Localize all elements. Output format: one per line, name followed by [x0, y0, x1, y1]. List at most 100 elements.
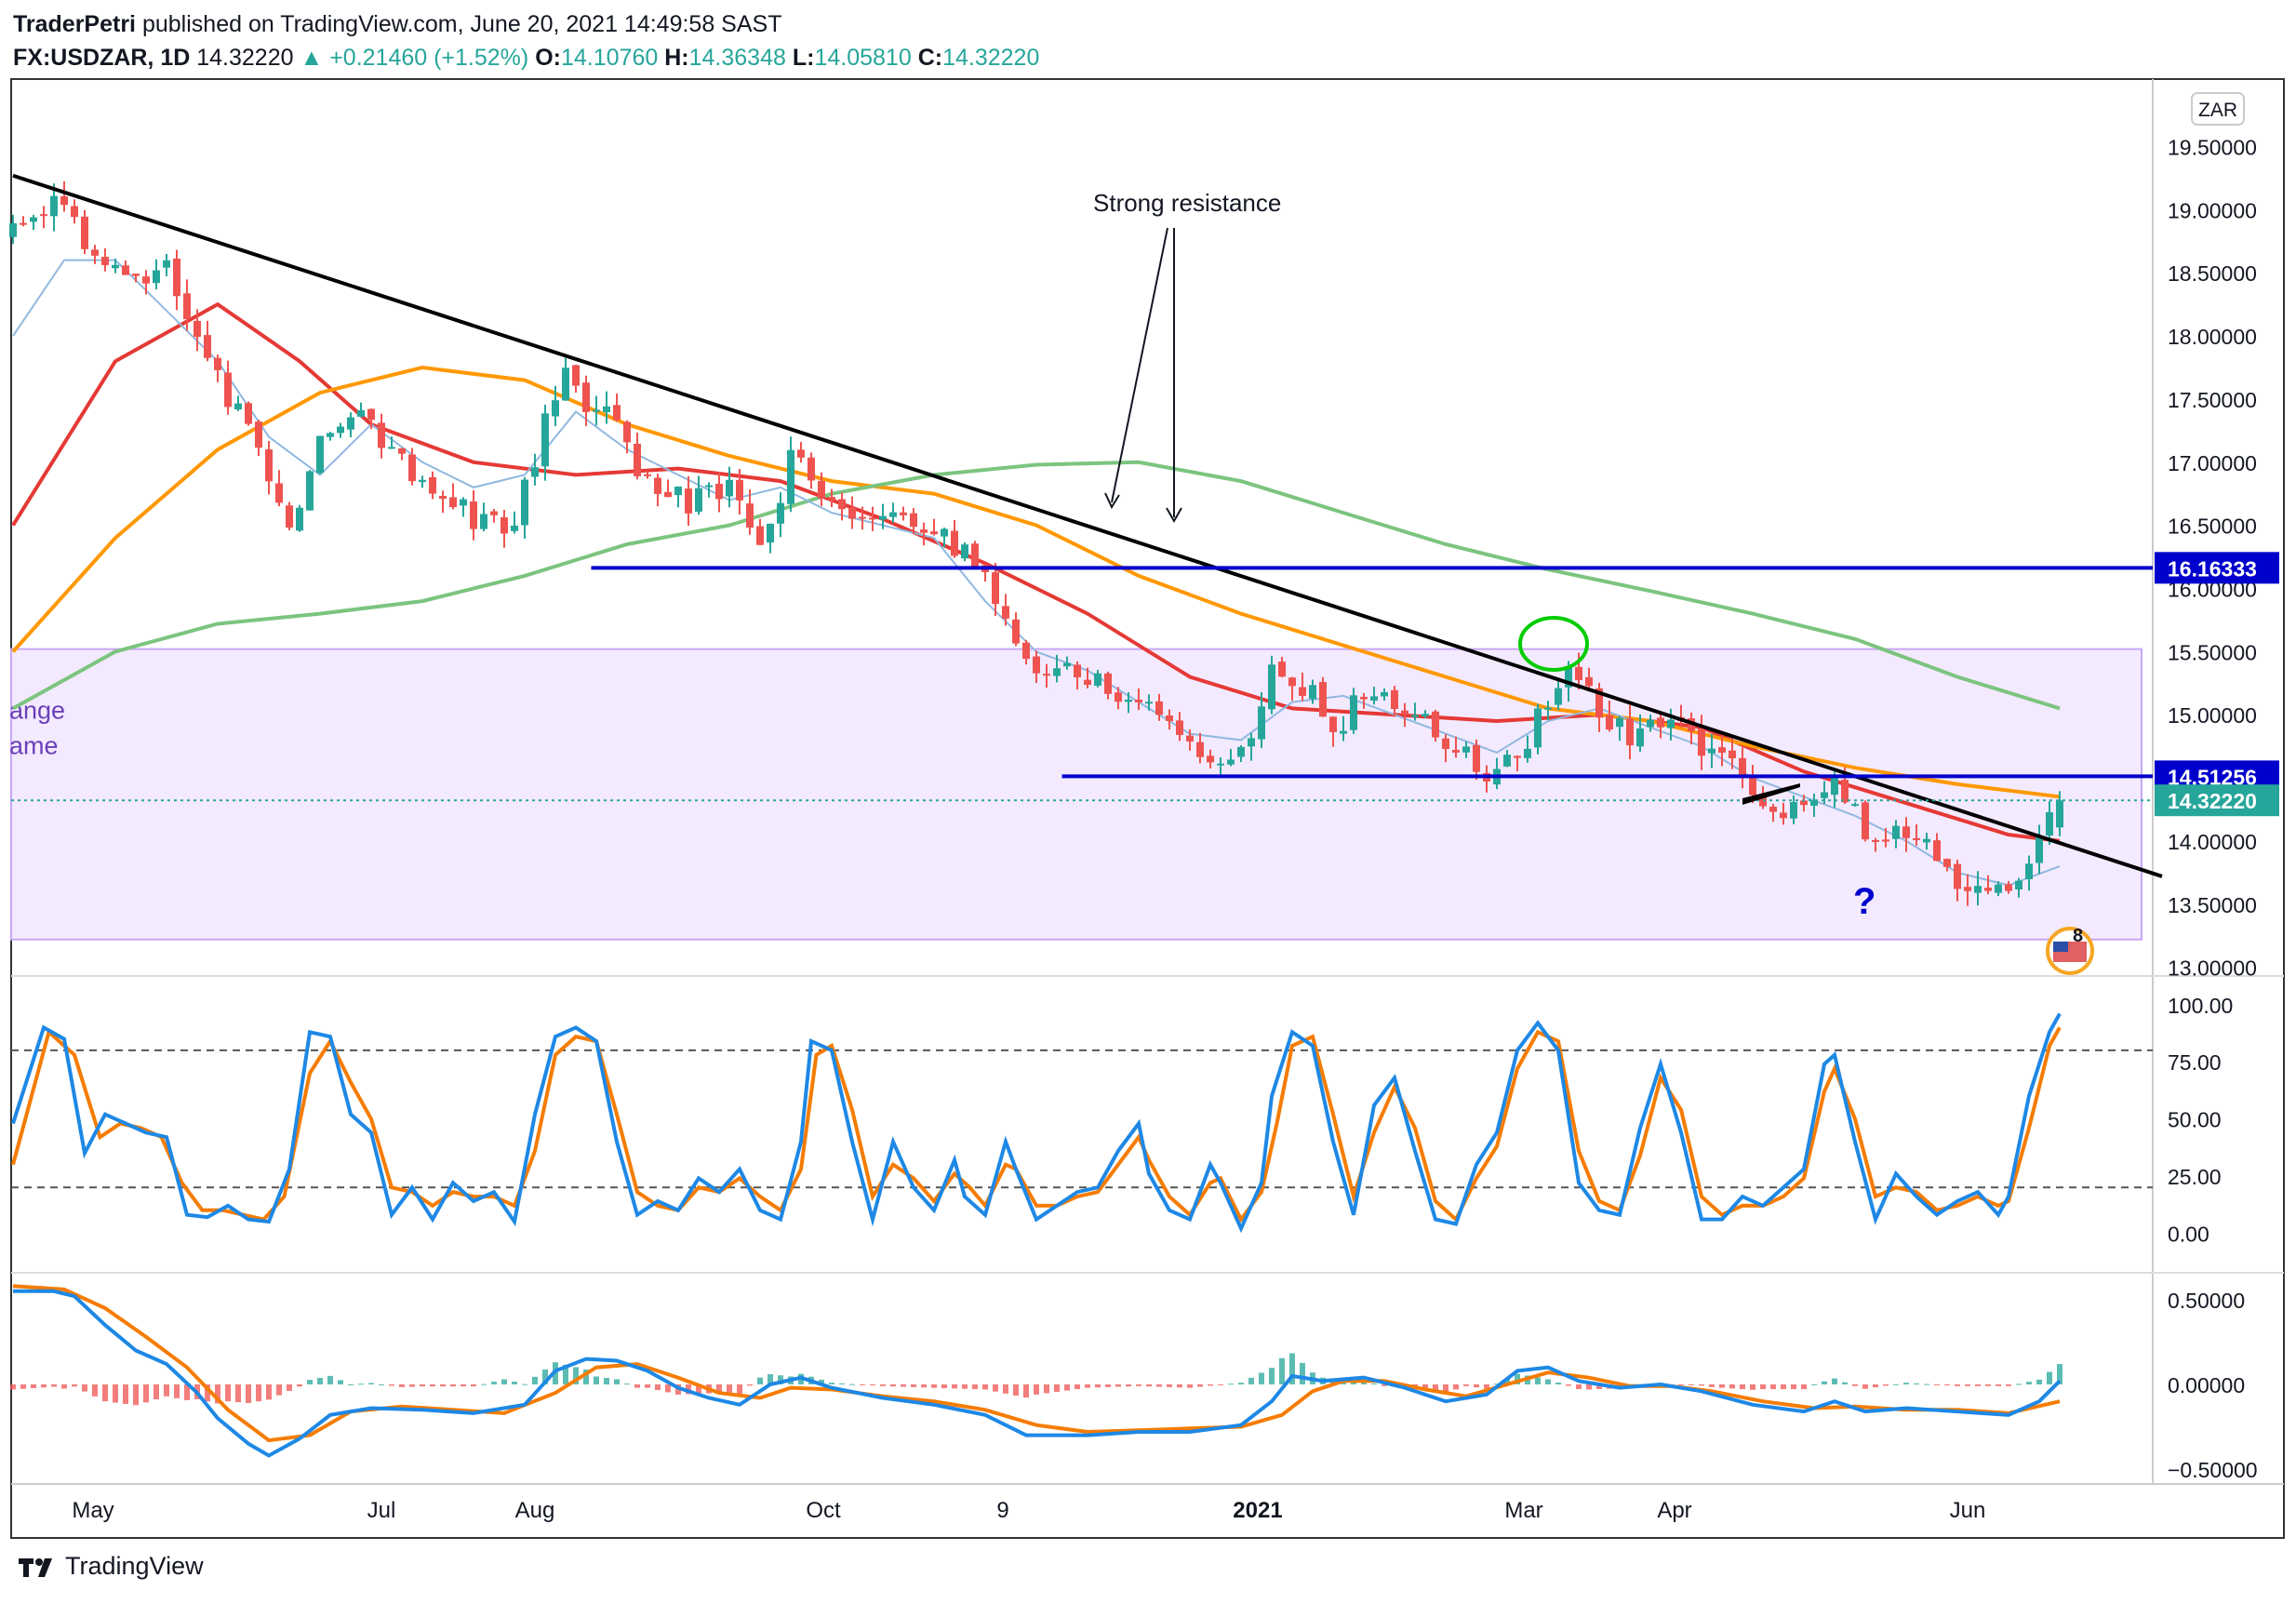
macd-histogram-bar — [614, 1379, 620, 1384]
candle-body — [1278, 662, 1286, 677]
candle-body — [2025, 863, 2033, 880]
macd-histogram-bar — [297, 1383, 302, 1387]
candle-body — [1084, 679, 1091, 686]
candle-body — [388, 447, 395, 449]
macd-histogram-bar — [696, 1383, 701, 1394]
macd-histogram-bar — [1678, 1383, 1684, 1385]
candle-body — [848, 507, 856, 519]
macd-histogram-bar — [1289, 1353, 1295, 1384]
zone-label-1: ange — [9, 696, 65, 724]
candle-body — [1452, 749, 1460, 753]
stoch-tick-label: 25.00 — [2168, 1165, 2222, 1189]
macd-histogram-bar — [1463, 1383, 1469, 1386]
candle-body — [439, 496, 447, 500]
highlight-circle[interactable] — [1518, 616, 1589, 672]
stoch-tick-label: 75.00 — [2168, 1050, 2222, 1075]
macd-histogram-bar — [327, 1375, 333, 1384]
macd-histogram-bar — [993, 1383, 998, 1392]
currency-badge[interactable] — [2191, 92, 2245, 126]
macd-histogram-bar — [747, 1383, 753, 1386]
macd-histogram-bar — [634, 1383, 640, 1388]
macd-histogram-bar — [368, 1383, 374, 1384]
macd-histogram-bar — [2016, 1383, 2022, 1385]
macd-histogram-bar — [1330, 1380, 1336, 1384]
candle-body — [490, 511, 498, 515]
candle-body — [60, 196, 68, 206]
macd-histogram-bar — [972, 1383, 978, 1390]
open-label: O: — [535, 45, 561, 71]
resistance-annotation[interactable]: Strong resistance — [1093, 189, 1281, 217]
macd-histogram-bar — [1914, 1383, 1919, 1384]
candle-body — [101, 256, 109, 265]
downtrend-line[interactable] — [12, 173, 2163, 878]
macd-histogram-bar — [1167, 1383, 1172, 1387]
candle-body — [1063, 662, 1071, 667]
macd-histogram-bar — [829, 1383, 834, 1384]
macd-histogram-bar — [1760, 1383, 1766, 1390]
candle-body — [2005, 884, 2012, 891]
candle-body — [1391, 689, 1398, 710]
macd-histogram-bar — [1023, 1383, 1029, 1398]
macd-histogram-bar — [819, 1379, 824, 1384]
macd-tick-label: 0.00000 — [2168, 1373, 2245, 1397]
pennant-shape[interactable] — [1742, 783, 1800, 805]
macd-tick-label: 0.50000 — [2168, 1289, 2245, 1313]
candle-body — [1544, 707, 1552, 710]
candle-body — [1923, 838, 1930, 843]
candle-body — [930, 531, 938, 535]
macd-histogram-bar — [737, 1383, 742, 1394]
candle-body — [408, 454, 416, 482]
candle-body — [1739, 757, 1746, 776]
macd-histogram-bar — [82, 1383, 87, 1392]
macd-histogram-bar — [522, 1383, 527, 1385]
time-tick-label: Jun — [1950, 1498, 1986, 1523]
stoch-tick-label: 100.00 — [2168, 994, 2233, 1018]
macd-histogram-bar — [1934, 1383, 1940, 1385]
chart-header: TraderPetri published on TradingView.com… — [13, 7, 1039, 74]
macd-histogram-bar — [1177, 1383, 1182, 1388]
candle-body — [572, 365, 580, 386]
macd-line — [13, 1289, 2062, 1458]
candle-body — [1381, 691, 1388, 697]
stoch-tick-label: 50.00 — [2168, 1108, 2222, 1132]
time-tick-label: 2021 — [1233, 1498, 1282, 1523]
symbol-interval[interactable]: FX:USDZAR, 1D — [13, 45, 191, 71]
macd-histogram-bar — [1248, 1377, 1254, 1384]
stoch-k-line — [11, 1012, 2062, 1234]
author-name[interactable]: TraderPetri — [13, 11, 137, 37]
tradingview-logo-icon[interactable] — [17, 1553, 58, 1581]
macd-histogram-bar — [409, 1383, 415, 1387]
brand-name: TradingView — [65, 1552, 204, 1580]
candle-body — [1473, 744, 1480, 772]
macd-histogram-bar — [1893, 1383, 1899, 1385]
price-tick-label: 19.50000 — [2168, 136, 2257, 160]
open-value: 14.10760 — [560, 45, 659, 71]
candle-body — [1902, 826, 1910, 838]
candle-body — [1565, 665, 1572, 688]
candle-body — [1780, 812, 1787, 819]
macd-histogram-bar — [901, 1383, 906, 1387]
macd-histogram-bar — [542, 1370, 548, 1384]
macd-histogram-bar — [1064, 1383, 1070, 1391]
candle-body — [1749, 777, 1756, 795]
macd-histogram-bar — [1832, 1378, 1837, 1384]
candle-body — [1626, 718, 1634, 746]
candle-body — [1657, 717, 1664, 728]
candle-body — [2015, 880, 2022, 889]
macd-histogram-bar — [307, 1380, 313, 1384]
candle-body — [859, 516, 866, 519]
macd-histogram-bar — [1576, 1383, 1582, 1389]
macd-signal-line — [12, 1284, 2061, 1443]
candle-body — [552, 400, 559, 417]
macd-histogram-bar — [1422, 1383, 1428, 1390]
candle-body — [838, 499, 846, 510]
candle-body — [1288, 677, 1296, 687]
economic-event-badge[interactable]: 8 — [2046, 926, 2094, 975]
candle-body — [1831, 777, 1838, 795]
macd-histogram-bar — [450, 1383, 456, 1387]
high-label: H: — [664, 45, 689, 71]
change-value: +0.21460 (+1.52%) — [329, 45, 529, 71]
macd-histogram-bar — [1300, 1362, 1305, 1384]
macd-histogram-bar — [266, 1383, 272, 1400]
